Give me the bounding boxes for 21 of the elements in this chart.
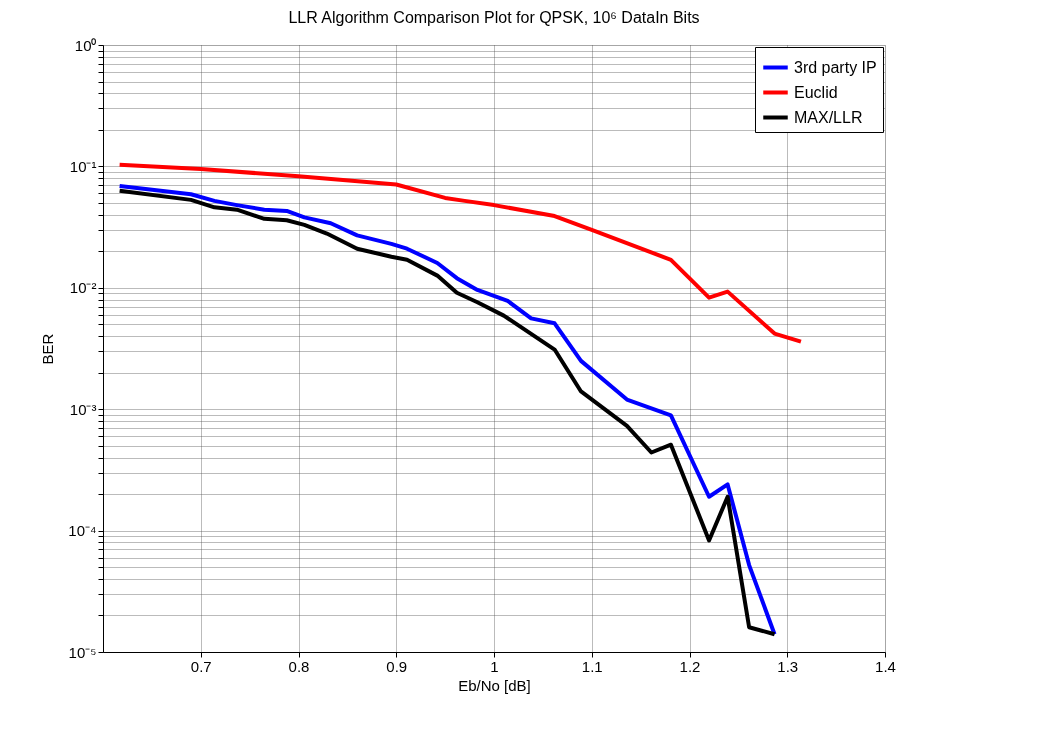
line-series bbox=[117, 162, 803, 344]
x-tick-label: 1.3 bbox=[777, 657, 799, 675]
legend-label: 3rd party IP bbox=[794, 58, 877, 76]
x-tick-label: 1 bbox=[490, 657, 499, 675]
y-tick-label: 10⁰ bbox=[74, 36, 97, 54]
y-tick-label: 10⁻⁴ bbox=[68, 522, 97, 540]
y-tick-label: 10⁻¹ bbox=[69, 157, 97, 175]
chart-title: LLR Algorithm Comparison Plot for QPSK, 10⁶ DataIn Bits bbox=[288, 9, 700, 26]
x-tick-label: 1.4 bbox=[875, 657, 896, 675]
y-tick-label: 10⁻² bbox=[69, 279, 97, 297]
x-tick-label: 1.2 bbox=[679, 657, 701, 675]
legend-label: MAX/LLR bbox=[794, 108, 863, 126]
y-axis-title: BER bbox=[39, 333, 57, 365]
x-tick-label: 0.8 bbox=[288, 657, 310, 675]
x-tick-label: 0.9 bbox=[386, 657, 408, 675]
legend-label: Euclid bbox=[794, 83, 838, 101]
x-axis-title: Eb/No [dB] bbox=[458, 676, 531, 694]
x-tick-label: 1.1 bbox=[581, 657, 603, 675]
y-tick-label: 10⁻³ bbox=[69, 400, 97, 418]
x-tick-label: 0.7 bbox=[190, 657, 212, 675]
y-tick-label: 10⁻⁵ bbox=[68, 643, 97, 661]
